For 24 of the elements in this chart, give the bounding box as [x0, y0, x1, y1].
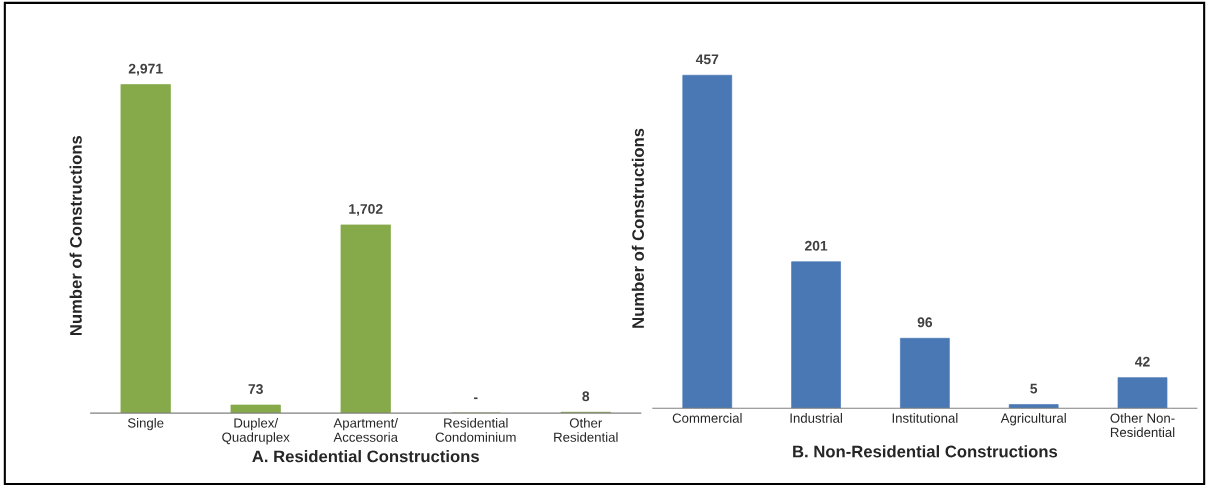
data-label: 8: [582, 391, 590, 402]
x-tick-label: Apartment/ Accessoria: [333, 417, 398, 442]
data-label: 5: [1030, 383, 1038, 394]
x-tick-label: Residential Condominium: [435, 417, 516, 442]
data-label: 201: [804, 240, 828, 251]
data-label: 73: [248, 384, 263, 394]
x-tick-label: Other Non- Residential: [1110, 413, 1175, 437]
data-label: 2,971: [128, 63, 163, 76]
x-tick-label: Institutional: [892, 413, 958, 423]
data-label: -: [473, 397, 478, 400]
x-tick-label: Commercial: [672, 413, 742, 423]
x-axis-title: B. Non-Residential Constructions: [793, 445, 1058, 458]
data-label: 42: [1134, 356, 1150, 367]
x-tick-label: Other Residential: [554, 417, 618, 442]
x-tick-label: Duplex/ Quadruplex: [222, 417, 290, 445]
y-axis-title: Number of Constructions: [69, 135, 82, 336]
x-tick-label: Single: [127, 417, 164, 431]
x-axis-title: A. Residential Constructions: [252, 450, 479, 463]
y-axis-title: Number of Constructions: [631, 128, 645, 328]
data-label: 1,702: [349, 204, 383, 216]
x-tick-label: Industrial: [790, 413, 842, 423]
x-tick-label: Agricultural: [1000, 413, 1066, 426]
data-label: 457: [695, 54, 719, 65]
data-label: 96: [917, 317, 933, 328]
